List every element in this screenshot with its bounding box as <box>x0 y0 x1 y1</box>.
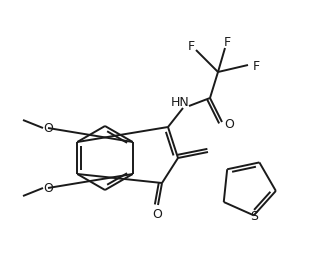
Text: O: O <box>152 207 162 220</box>
Text: O: O <box>43 182 53 195</box>
Text: O: O <box>224 117 234 130</box>
Text: F: F <box>223 36 231 48</box>
Text: F: F <box>252 60 260 73</box>
Text: HN: HN <box>171 96 189 109</box>
Text: S: S <box>250 210 258 223</box>
Text: F: F <box>187 39 195 52</box>
Text: O: O <box>43 121 53 135</box>
